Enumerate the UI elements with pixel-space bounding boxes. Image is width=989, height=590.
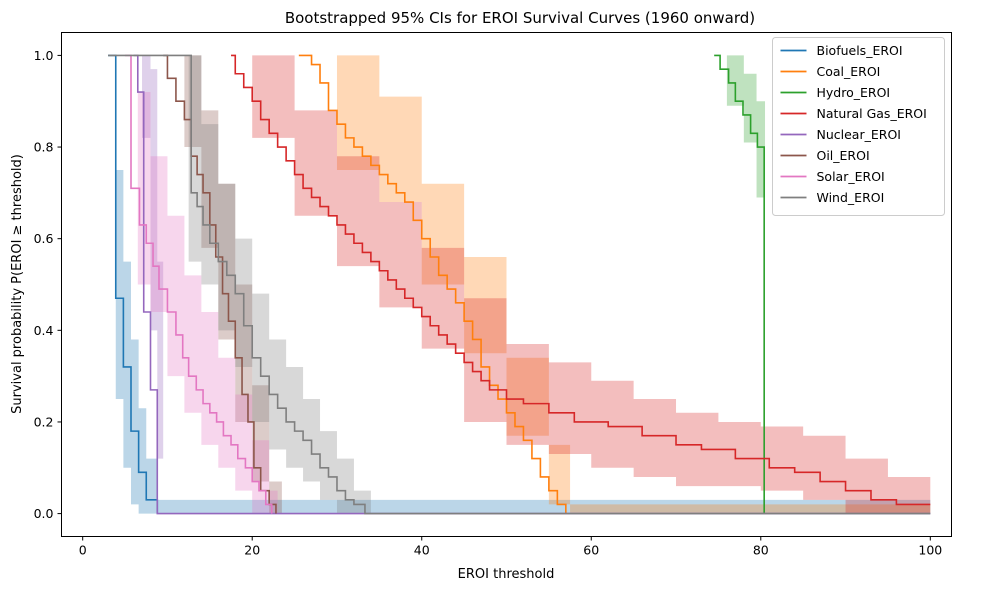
y-axis-label: Survival probability P(EROI ≥ threshold) (10, 154, 25, 414)
series-line-oil-eroi (163, 54, 277, 514)
x-tick-label: 0 (79, 543, 87, 558)
y-axis-ticks: 0.0 0.2 0.4 0.6 0.8 1.0 (34, 48, 62, 521)
ci-band-coal-eroi (298, 55, 931, 514)
legend-label-wind-eroi: Wind_EROI (817, 190, 885, 205)
legend-label-coal-eroi: Coal_EROI (817, 64, 881, 79)
legend-box (772, 37, 945, 216)
legend-label-oil-eroi: Oil_EROI (817, 148, 870, 163)
y-tick-label: 1.0 (34, 48, 54, 63)
series-line-natural-gas-eroi (231, 54, 931, 506)
x-tick-label: 40 (414, 543, 430, 558)
x-tick-label: 80 (753, 543, 769, 558)
x-tick-label: 100 (918, 543, 942, 558)
x-tick-label: 60 (583, 543, 599, 558)
series-line-biofuels-eroi (108, 54, 159, 514)
series-line-coal-eroi (298, 54, 567, 514)
legend-label-biofuels-eroi: Biofuels_EROI (817, 43, 903, 58)
legend-label-natural-gas-eroi: Natural Gas_EROI (817, 106, 927, 121)
y-tick-label: 0.8 (34, 140, 54, 155)
plot-frame (61, 32, 952, 537)
legend-label-solar-eroi: Solar_EROI (817, 169, 885, 184)
y-tick-label: 0.0 (34, 506, 54, 521)
y-tick-label: 0.4 (34, 323, 54, 338)
y-tick-label: 0.6 (34, 231, 54, 246)
legend: Biofuels_EROI Coal_EROI Hydro_EROI Natural … (772, 37, 945, 216)
x-axis-ticks: 0 20 40 60 80 100 (79, 536, 942, 558)
x-axis-label: EROI threshold (458, 567, 555, 582)
legend-label-hydro-eroi: Hydro_EROI (817, 85, 891, 100)
legend-label-nuclear-eroi: Nuclear_EROI (817, 127, 901, 142)
series-line-hydro-eroi (714, 54, 765, 514)
series-line-nuclear-eroi (133, 54, 931, 515)
chart-title: Bootstrapped 95% CIs for EROI Survival C… (285, 9, 755, 27)
y-tick-label: 0.2 (34, 414, 54, 429)
x-tick-label: 20 (244, 543, 260, 558)
survival-lines (108, 54, 931, 515)
series-line-wind-eroi (108, 54, 931, 515)
series-line-solar-eroi (125, 54, 273, 514)
